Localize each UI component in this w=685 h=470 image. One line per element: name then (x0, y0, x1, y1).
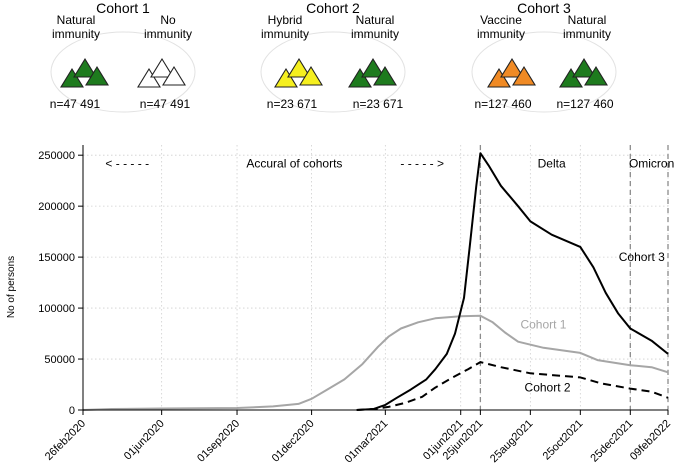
series-line-2 (356, 361, 669, 411)
group-n-label: n=127 460 (556, 97, 613, 111)
x-tick-label: 01dec2020 (270, 418, 317, 465)
cohort-ellipse (50, 31, 196, 113)
x-tick-label: 25dec2021 (588, 418, 635, 465)
y-tick-label: 250000 (38, 150, 75, 162)
grid-lines (83, 145, 669, 410)
series-label: Cohort 3 (619, 250, 665, 264)
person-triangle (500, 57, 524, 78)
period-dividers (479, 145, 669, 410)
person-triangle (512, 65, 536, 86)
people-triangles-icon (559, 57, 608, 88)
group-label-line-2: immunity (477, 27, 525, 41)
person-triangle (60, 67, 84, 88)
person-triangle (287, 57, 311, 78)
people-triangles-icon (274, 57, 323, 88)
cohort-3-panel: Cohort 3 Vaccine immunity Natural immuni… (471, 0, 617, 113)
x-tick-label: 25oct2021 (541, 418, 586, 463)
chart-annotation: - - - - - > (400, 156, 444, 170)
x-tick-label: 01sep2020 (195, 418, 242, 465)
group-label-line-2: immunity (261, 27, 309, 41)
cohort-title: Cohort 1 (96, 0, 150, 16)
group-n-label: n=127 460 (474, 97, 531, 111)
y-tick-label: 200000 (38, 201, 75, 213)
x-tick-label: 25aug2021 (488, 418, 535, 465)
chart-annotation: Delta (538, 156, 566, 170)
cohort-title: Cohort 2 (306, 0, 360, 16)
y-axis-label: No of persons (6, 256, 17, 318)
series-line-1 (82, 314, 669, 411)
chart-annotation: Omicron (629, 156, 674, 170)
cohort-title: Cohort 3 (517, 0, 571, 16)
line-chart: 0 50000 100000 150000 200000 250000 26feb2020 0… (6, 145, 674, 465)
cohort-header: Cohort 1 Natural immunity No immunity n=… (50, 0, 617, 113)
person-triangle (572, 57, 596, 78)
person-triangle (373, 65, 397, 86)
chart-annotation: Accural of cohorts (246, 156, 342, 170)
person-triangle (85, 65, 109, 86)
cohort-1-panel: Cohort 1 Natural immunity No immunity n=… (50, 0, 196, 113)
group-label-line-2: immunity (563, 27, 611, 41)
group-label-line-2: immunity (144, 27, 192, 41)
group-label-line-1: Vaccine (480, 13, 522, 27)
person-triangle (559, 67, 583, 88)
cohort-ellipse (471, 31, 617, 113)
y-tick-label: 150000 (38, 252, 75, 264)
y-tick-label: 0 (69, 405, 75, 417)
people-triangles-icon (137, 57, 186, 88)
x-tick-label: 26feb2020 (43, 418, 88, 463)
group-n-label: n=23 671 (353, 97, 404, 111)
group-label-line-1: Natural (57, 13, 96, 27)
y-tick-label: 100000 (38, 303, 75, 315)
person-triangle (274, 67, 298, 88)
group-n-label: n=47 491 (140, 97, 191, 111)
group-n-label: n=23 671 (267, 97, 318, 111)
x-tick-label: 01mar2021 (343, 418, 391, 466)
person-triangle (348, 67, 372, 88)
people-triangles-icon (487, 57, 536, 88)
cohort-ellipse (260, 31, 406, 113)
person-triangle (137, 67, 161, 88)
series-label: Cohort 2 (525, 381, 571, 395)
person-triangle (361, 57, 385, 78)
series-label: Cohort 1 (520, 317, 566, 331)
people-triangles-icon (60, 57, 109, 88)
person-triangle (73, 57, 97, 78)
chart-annotation: < - - - - - (105, 156, 149, 170)
group-label-line-2: immunity (351, 27, 399, 41)
series-line-3 (356, 152, 669, 411)
axes: 0 50000 100000 150000 200000 250000 26feb2020 0… (38, 145, 673, 465)
person-triangle (487, 67, 511, 88)
cohort-2-panel: Cohort 2 Hybrid immunity Natural immunit… (260, 0, 406, 113)
group-label-line-1: Natural (568, 13, 607, 27)
person-triangle (150, 57, 174, 78)
y-tick-label: 50000 (44, 354, 75, 366)
group-label-line-1: Natural (356, 13, 395, 27)
person-triangle (299, 65, 323, 86)
group-n-label: n=47 491 (50, 97, 101, 111)
people-triangles-icon (348, 57, 397, 88)
person-triangle (584, 65, 608, 86)
x-tick-label: 09feb2022 (628, 418, 673, 463)
chart-labels: Cohort 1 Cohort 2 Cohort 3 < - - - - - Accur… (105, 156, 674, 394)
x-tick-label: 01jun2020 (122, 418, 167, 463)
group-label-line-1: Hybrid (268, 13, 303, 27)
group-label-line-2: immunity (52, 27, 100, 41)
group-label-line-1: No (160, 13, 176, 27)
series-lines (82, 152, 669, 411)
person-triangle (162, 65, 186, 86)
